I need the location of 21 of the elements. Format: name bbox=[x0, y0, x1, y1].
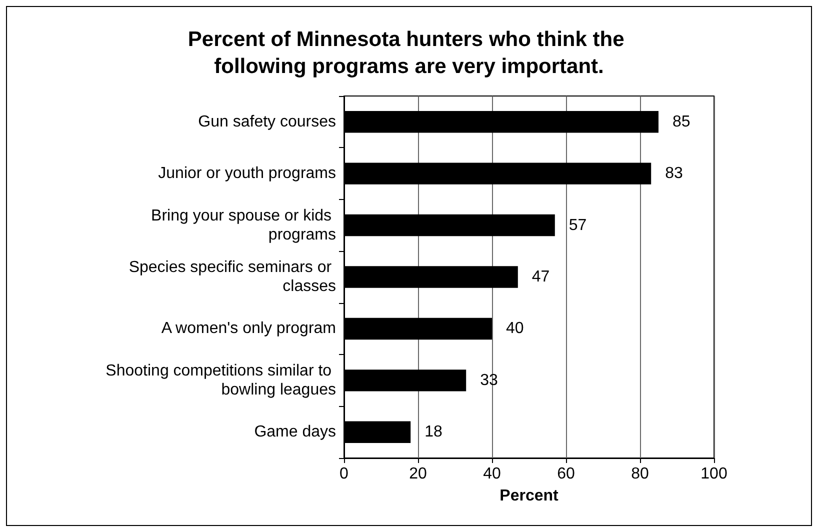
y-tick-label: Bring your spouse or kids programs bbox=[151, 207, 336, 244]
y-tick-label: Junior or youth programs bbox=[158, 165, 336, 182]
x-tick-label: 20 bbox=[409, 466, 427, 482]
data-label: 47 bbox=[532, 268, 550, 286]
x-axis-title: Percent bbox=[500, 488, 560, 504]
y-tick-label: Species specific seminars or classes bbox=[128, 259, 336, 295]
data-label: 85 bbox=[672, 113, 690, 130]
x-tick-label: 80 bbox=[631, 466, 649, 482]
y-tick-label: Game days bbox=[254, 424, 336, 441]
y-tick-label: A women's only program bbox=[161, 320, 336, 338]
y-tick-label: Gun safety courses bbox=[198, 113, 336, 130]
data-label: 40 bbox=[506, 320, 524, 338]
x-tick-label: 100 bbox=[700, 466, 728, 482]
data-label: 83 bbox=[665, 165, 683, 182]
chart-title: Percent of Minnesota hunters who think the following programs are very important. bbox=[188, 28, 630, 78]
x-tick-label: 60 bbox=[557, 466, 575, 482]
x-tick-label: 40 bbox=[483, 466, 501, 482]
x-tick-label: 0 bbox=[340, 466, 349, 482]
data-label: 57 bbox=[568, 216, 587, 234]
data-label: 18 bbox=[424, 424, 442, 441]
y-tick-label: Shooting competitions similar to bowling leagues bbox=[106, 362, 336, 398]
